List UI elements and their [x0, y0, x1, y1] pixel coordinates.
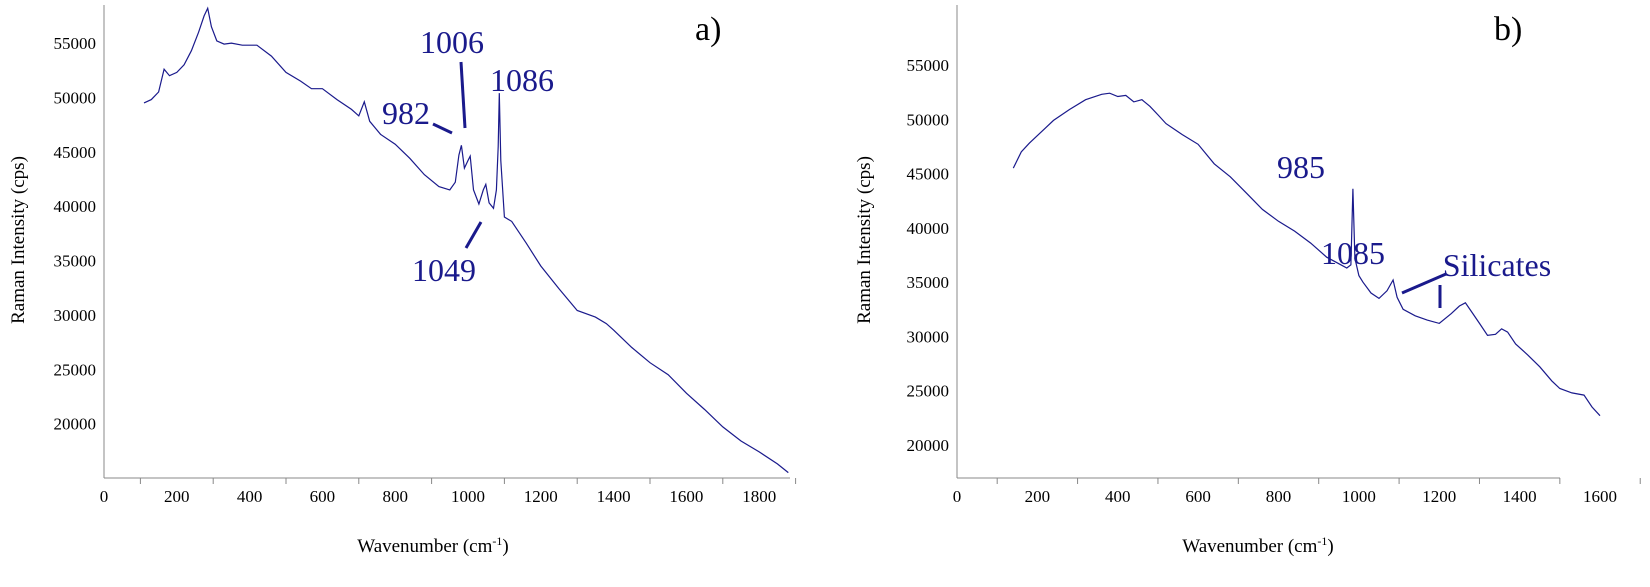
panel-b-spectrum-line [1012, 92, 1601, 417]
x-tick-label: 1600 [1583, 487, 1617, 506]
annotation-leader [464, 221, 483, 249]
y-tick-label: 50000 [907, 110, 950, 129]
peak-annotation: 985 [1277, 149, 1325, 185]
y-tick-label: 35000 [907, 273, 950, 292]
panel-b-label: b) [1494, 11, 1522, 48]
panel-a-y-axis-label: Raman Intensity (cps) [8, 156, 29, 324]
x-tick-label: 400 [237, 487, 263, 506]
panel-b-y-axis-label: Raman Intensity (cps) [854, 156, 875, 324]
y-tick-label: 45000 [907, 165, 950, 184]
peak-annotation: 982 [382, 95, 430, 131]
y-tick-label: 25000 [54, 360, 97, 379]
x-tick-label: 600 [310, 487, 336, 506]
y-tick-label: 50000 [54, 88, 97, 107]
panel-a-label: a) [695, 11, 721, 48]
y-tick-label: 30000 [54, 306, 97, 325]
y-tick-label: 35000 [54, 252, 97, 271]
annotation-leader [459, 61, 467, 129]
y-tick-label: 20000 [54, 415, 97, 434]
y-tick-label: 55000 [907, 56, 950, 75]
x-tick-label: 800 [382, 487, 408, 506]
x-tick-label: 200 [164, 487, 190, 506]
peak-annotation: Silicates [1443, 247, 1551, 283]
x-tick-label: 600 [1185, 487, 1211, 506]
x-tick-label: 400 [1105, 487, 1131, 506]
x-tick-label: 1400 [1503, 487, 1537, 506]
y-tick-label: 25000 [907, 382, 950, 401]
x-tick-label: 0 [953, 487, 962, 506]
x-tick-label: 1600 [669, 487, 703, 506]
x-tick-label: 0 [100, 487, 109, 506]
x-tick-label: 1200 [524, 487, 558, 506]
y-tick-label: 30000 [907, 327, 950, 346]
peak-annotation: 1085 [1321, 235, 1385, 271]
x-tick-label: 1400 [597, 487, 631, 506]
x-tick-label: 1800 [742, 487, 776, 506]
annotation-leader [1401, 272, 1447, 295]
x-tick-label: 1000 [1342, 487, 1376, 506]
panel-b-chart: 20000 25000 30000 35000 40000 45000 50000 55000… [854, 5, 1641, 557]
y-tick-label: 40000 [54, 197, 97, 216]
peak-annotation: 1049 [412, 252, 476, 288]
y-tick-label: 20000 [907, 436, 950, 455]
x-tick-label: 200 [1025, 487, 1051, 506]
x-tick-label: 800 [1266, 487, 1292, 506]
y-tick-label: 40000 [907, 219, 950, 238]
panel-a-chart: 20000 25000 30000 35000 40000 45000 50000 55000… [8, 5, 797, 557]
y-tick-label: 45000 [54, 143, 97, 162]
annotation-leader [432, 122, 453, 135]
x-tick-label: 1000 [451, 487, 485, 506]
peak-annotation: 1006 [420, 24, 484, 60]
x-tick-label: 1200 [1422, 487, 1456, 506]
panel-a-x-axis-label: Wavenumber (cm-1) [357, 534, 508, 557]
panel-a-spectrum-line [143, 6, 789, 474]
panel-b-x-axis-label: Wavenumber (cm-1) [1182, 534, 1333, 557]
y-tick-label: 55000 [54, 34, 97, 53]
peak-annotation: 1086 [490, 62, 554, 98]
